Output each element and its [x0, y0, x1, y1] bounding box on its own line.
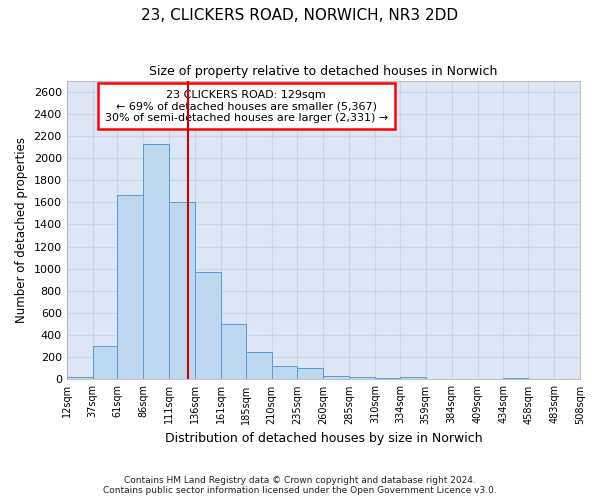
X-axis label: Distribution of detached houses by size in Norwich: Distribution of detached houses by size … — [164, 432, 482, 445]
Bar — [349, 377, 375, 380]
Bar — [452, 379, 478, 380]
Text: Contains HM Land Registry data © Crown copyright and database right 2024.
Contai: Contains HM Land Registry data © Crown c… — [103, 476, 497, 495]
Bar — [221, 324, 246, 380]
Bar — [169, 202, 195, 380]
Bar — [400, 377, 426, 380]
Bar — [323, 376, 349, 380]
Bar — [298, 368, 323, 380]
Text: 23, CLICKERS ROAD, NORWICH, NR3 2DD: 23, CLICKERS ROAD, NORWICH, NR3 2DD — [142, 8, 458, 22]
Bar — [272, 366, 298, 380]
Bar — [67, 377, 92, 380]
Bar — [426, 379, 452, 380]
Bar — [246, 352, 272, 380]
Bar — [118, 194, 143, 380]
Bar — [195, 272, 221, 380]
Title: Size of property relative to detached houses in Norwich: Size of property relative to detached ho… — [149, 65, 497, 78]
Bar — [92, 346, 118, 380]
Bar — [528, 379, 554, 380]
Bar — [143, 144, 169, 380]
Bar — [478, 379, 503, 380]
Bar — [503, 378, 528, 380]
Text: 23 CLICKERS ROAD: 129sqm
← 69% of detached houses are smaller (5,367)
30% of sem: 23 CLICKERS ROAD: 129sqm ← 69% of detach… — [105, 90, 388, 122]
Bar — [554, 379, 580, 380]
Y-axis label: Number of detached properties: Number of detached properties — [15, 137, 28, 323]
Bar — [375, 378, 400, 380]
